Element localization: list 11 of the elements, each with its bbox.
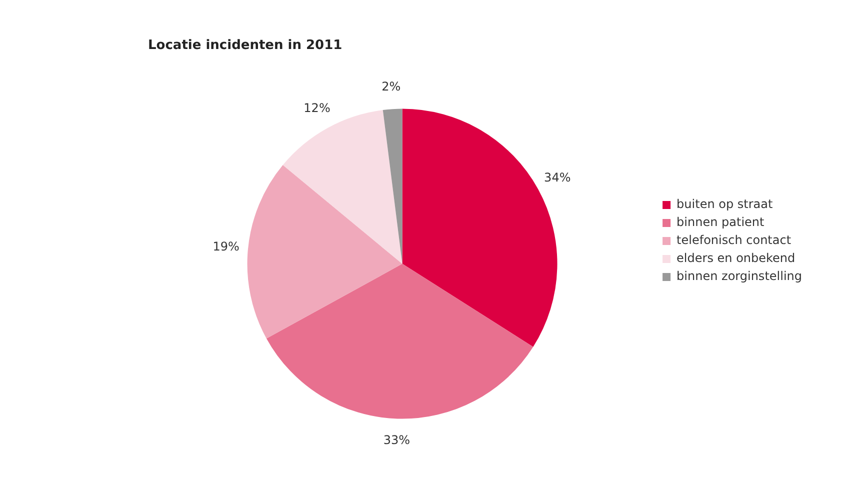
chart-title: Locatie incidenten in 2011 [148, 38, 342, 54]
legend-label: telefonisch contact [676, 233, 792, 248]
data-label: 12% [304, 100, 330, 115]
legend-label: elders en onbekend [676, 251, 796, 266]
data-label: 33% [383, 432, 410, 447]
legend-label: binnen patient [676, 215, 765, 230]
legend-label: buiten op straat [676, 197, 773, 212]
legend-label: binnen zorginstelling [676, 269, 802, 284]
data-label: 34% [544, 170, 571, 185]
data-label: 19% [212, 239, 240, 254]
data-label: 2% [382, 79, 401, 94]
